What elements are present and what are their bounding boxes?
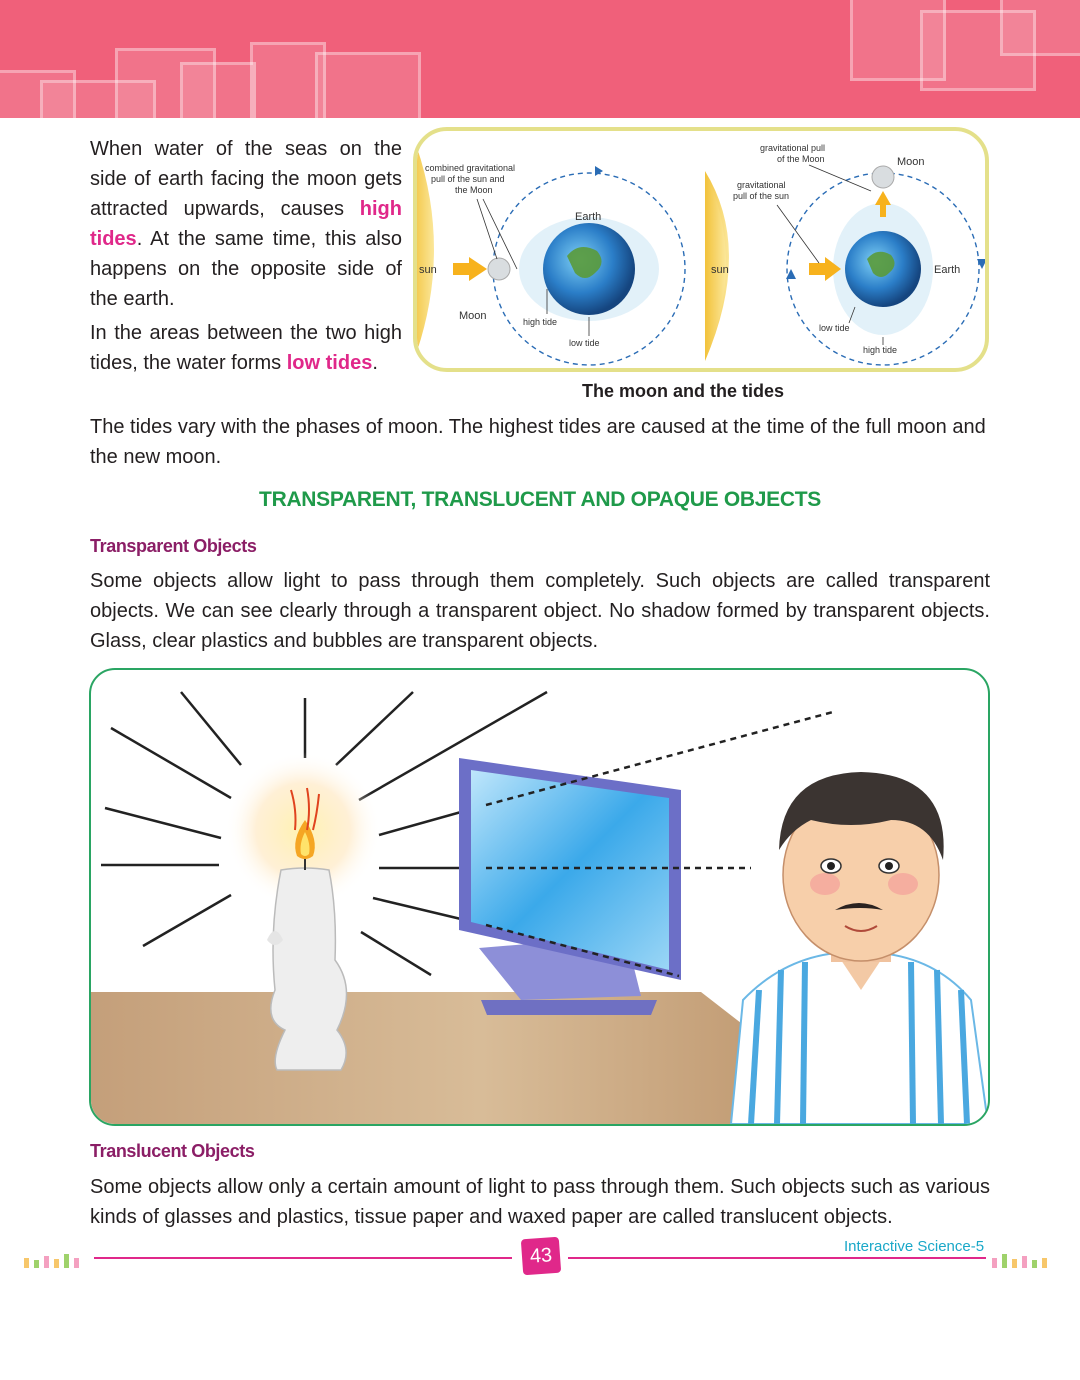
transparent-paragraph: Some objects allow light to pass through…: [90, 570, 990, 652]
monitor-screen: [471, 770, 669, 970]
moon-label-left: Moon: [459, 310, 487, 322]
term-high-tides: high tides: [90, 198, 402, 250]
figure-caption: The moon and the tides: [582, 381, 785, 401]
sun-shape-right: [705, 171, 729, 361]
section-heading: TRANSPARENT, TRANSLUCENT AND OPAQUE OBJE…: [259, 488, 821, 511]
footer-rule-right: [568, 1257, 986, 1259]
earth-label-left: Earth: [575, 211, 601, 223]
sun-shape-left: [417, 147, 434, 352]
transparent-object-illustration: [89, 668, 990, 1126]
tides-svg: sun combined gravitational pull of the s…: [417, 143, 985, 366]
sun-pull-label-1: gravitational: [737, 180, 786, 190]
dashed-rays: [485, 710, 834, 978]
earth-label-right: Earth: [934, 264, 960, 276]
moon-label-right: Moon: [897, 156, 925, 168]
moon-left: [487, 257, 511, 281]
term-low-tides: low tides: [286, 352, 373, 374]
moon-tides-diagram: sun combined gravitational pull of the s…: [413, 127, 989, 372]
combined-pull-label-1: combined gravitational: [425, 163, 515, 173]
footer-decoration-right: [990, 1250, 1060, 1272]
page-number: 43: [520, 1236, 562, 1276]
combined-pull-label-2: pull of the sun and: [431, 174, 505, 184]
sun-label-right: sun: [711, 264, 729, 276]
moon-pull-label-1: gravitational pull: [760, 143, 825, 153]
candle: [270, 867, 348, 1071]
low-tide-label-right: low tide: [819, 323, 850, 333]
footer-decoration-left: [22, 1250, 92, 1272]
low-tide-label-left: low tide: [569, 338, 600, 348]
combined-pull-label-3: the Moon: [455, 185, 493, 195]
footer-rule-left: [94, 1257, 512, 1259]
arrow-up-right: [875, 191, 891, 217]
moon-right: [871, 165, 895, 189]
book-title: Interactive Science-5: [844, 1238, 985, 1255]
boy-hair: [779, 772, 944, 860]
phases-paragraph: The tides vary with the phases of moon. …: [90, 416, 986, 468]
intro-paragraph-2: In the areas between the two high tides,…: [90, 322, 402, 374]
arrow-right: [809, 257, 841, 281]
intro-paragraph-1: When water of the seas on the side of ea…: [90, 138, 402, 310]
translucent-subheading: Translucent Objects: [90, 1141, 255, 1161]
candle-monitor-svg: [91, 690, 988, 1124]
high-tide-label-left: high tide: [523, 317, 557, 327]
page-header-banner: [0, 0, 1080, 118]
sun-pull-label-2: pull of the sun: [733, 191, 789, 201]
moon-pull-label-2: of the Moon: [777, 154, 825, 164]
translucent-paragraph: Some objects allow only a certain amount…: [90, 1176, 990, 1228]
sun-label-left: sun: [419, 264, 437, 276]
boy-figure: [729, 772, 988, 1124]
transparent-subheading: Transparent Objects: [90, 536, 257, 556]
high-tide-label-right: high tide: [863, 345, 897, 355]
arrow-left: [453, 257, 487, 281]
